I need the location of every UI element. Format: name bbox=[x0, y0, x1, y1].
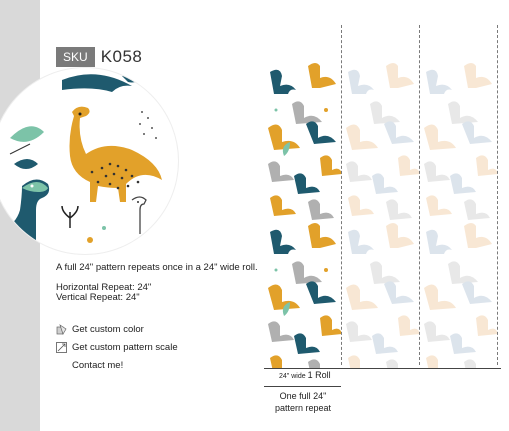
repeat-label: One full 24" pattern repeat bbox=[268, 390, 338, 414]
sku-code: K058 bbox=[100, 47, 143, 66]
custom-color-link[interactable]: Get custom color bbox=[56, 324, 144, 335]
pattern-preview-circle bbox=[0, 68, 178, 254]
repeat-line-2: pattern repeat bbox=[274, 403, 332, 413]
roll-width-label: 24" wide 1 Roll bbox=[279, 370, 331, 380]
repeat-line bbox=[264, 386, 341, 387]
panel-divider bbox=[419, 25, 420, 365]
dinosaur-illustration bbox=[2, 73, 162, 243]
contact-label: Contact me! bbox=[72, 360, 124, 371]
color-swatch-icon bbox=[56, 324, 67, 335]
custom-scale-label: Get custom pattern scale bbox=[72, 342, 178, 353]
repeat-description: A full 24" pattern repeats once in a 24"… bbox=[56, 262, 258, 273]
roll-text: 1 Roll bbox=[307, 370, 331, 380]
horizontal-repeat: Horizontal Repeat: 24" bbox=[56, 282, 152, 293]
width-small-text: 24" wide bbox=[279, 373, 306, 380]
roll-width-line bbox=[264, 368, 341, 369]
repeat-line-1: One full 24" bbox=[279, 391, 327, 401]
wallpaper-panel-faded bbox=[346, 63, 420, 368]
wallpaper-panel-full-color bbox=[268, 63, 342, 368]
roll-width-line-extended bbox=[341, 368, 501, 369]
vertical-repeat: Vertical Repeat: 24" bbox=[56, 292, 140, 303]
custom-color-label: Get custom color bbox=[72, 324, 144, 335]
panel-divider bbox=[341, 25, 342, 365]
wallpaper-preview bbox=[264, 48, 497, 368]
panel-divider bbox=[497, 25, 498, 365]
contact-link[interactable]: Contact me! bbox=[72, 360, 123, 371]
wallpaper-panel-faded bbox=[424, 63, 497, 368]
sku-badge: SKU bbox=[56, 47, 95, 67]
sku-block: SKU K058 bbox=[56, 47, 142, 67]
custom-scale-link[interactable]: Get custom pattern scale bbox=[56, 342, 178, 353]
scale-icon bbox=[56, 342, 67, 353]
